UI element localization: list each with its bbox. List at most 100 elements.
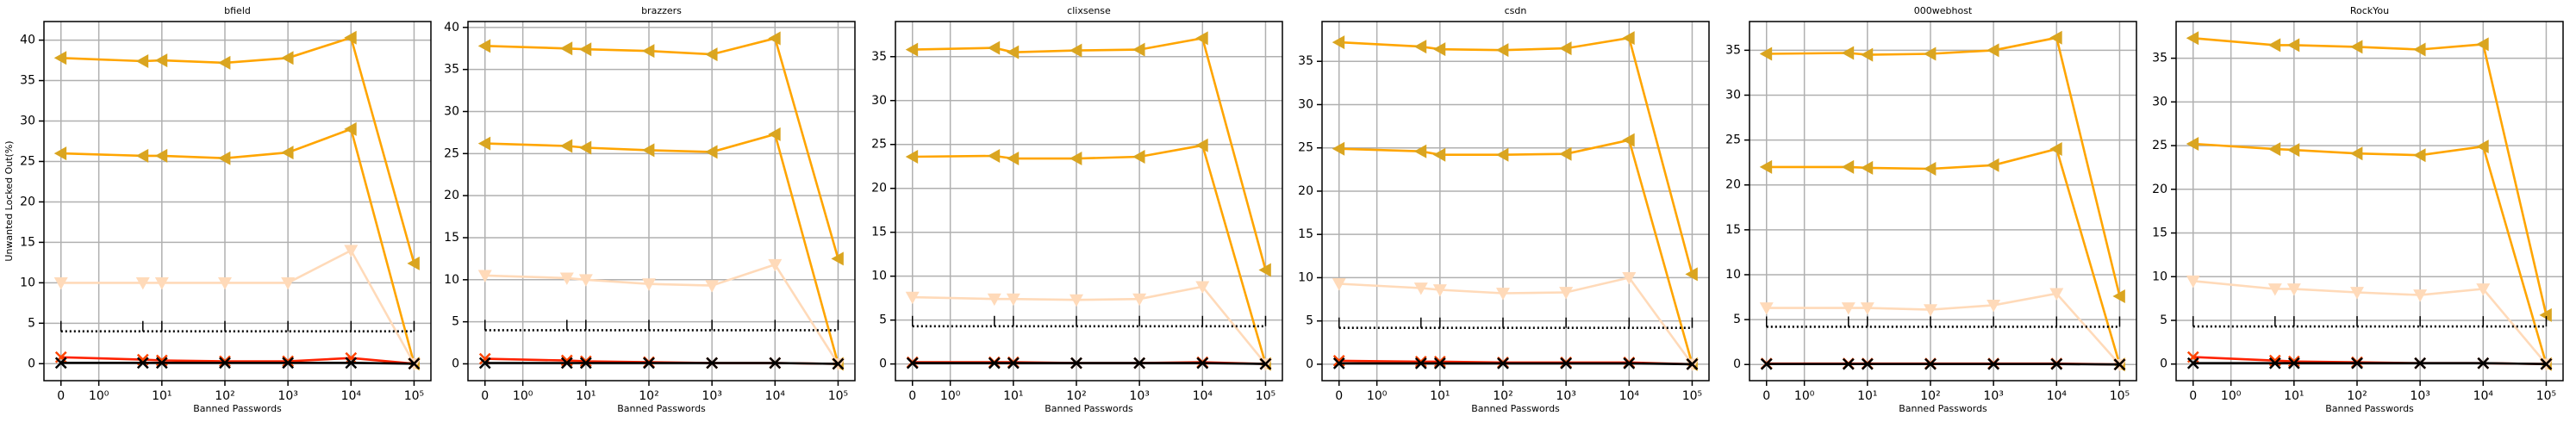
marker <box>1495 147 1509 162</box>
marker <box>1332 35 1345 50</box>
axes-frame <box>1321 21 1710 382</box>
marker <box>2286 143 2300 158</box>
marker <box>54 357 67 369</box>
y-tick-label: 5 <box>879 313 887 327</box>
y-tick-label: 15 <box>444 231 459 245</box>
x-tick-label: 10² <box>2347 389 2367 403</box>
marker <box>641 278 656 291</box>
marker <box>643 357 655 369</box>
y-tick-label: 35 <box>2152 52 2167 65</box>
series-line <box>1338 139 1693 365</box>
y-tick-label: 35 <box>1298 54 1313 68</box>
y-axis-label: Unwanted Locked Out(%) <box>3 140 15 261</box>
y-tick-label: 30 <box>20 115 35 128</box>
x-tick-label: 10² <box>215 389 234 403</box>
x-tick-label: 10⁴ <box>2473 389 2494 403</box>
y-tick-label: 25 <box>444 146 459 160</box>
marker <box>1432 284 1447 297</box>
marker <box>706 357 719 369</box>
marker <box>1622 133 1635 147</box>
marker <box>1842 357 1855 370</box>
marker <box>2267 142 2281 157</box>
x-axis-label: Banned Passwords <box>1045 403 1133 414</box>
series-line <box>2192 37 2548 316</box>
marker <box>1195 31 1208 46</box>
x-tick-label: 10⁰ <box>89 389 109 403</box>
marker <box>477 39 491 53</box>
marker <box>1132 293 1147 307</box>
marker <box>705 145 718 159</box>
y-tick-label: 0 <box>28 357 35 370</box>
y-tick-label: 0 <box>1733 357 1741 371</box>
x-tick-label: 0 <box>57 389 65 403</box>
marker <box>2049 288 2064 301</box>
marker <box>1559 287 1574 300</box>
x-tick-label: 10⁵ <box>404 389 424 403</box>
x-tick-label: 10² <box>1493 389 1513 403</box>
y-tick-label: 30 <box>2152 95 2167 109</box>
y-tick-label: 15 <box>2152 227 2167 240</box>
marker <box>477 270 492 282</box>
marker <box>1006 152 1020 166</box>
subplot-title: clixsense <box>1067 5 1111 16</box>
subplot-title: brazzers <box>641 5 682 16</box>
marker <box>217 276 232 290</box>
marker <box>1133 357 1146 369</box>
marker <box>641 143 655 158</box>
marker <box>559 139 573 153</box>
y-tick-label: 40 <box>20 34 35 47</box>
y-tick-label: 35 <box>1725 43 1741 57</box>
marker <box>705 280 720 293</box>
marker <box>905 150 919 164</box>
x-tick-label: 0 <box>481 389 489 403</box>
y-tick-label: 30 <box>1725 88 1741 102</box>
marker <box>1860 160 1874 175</box>
marker <box>2476 140 2489 154</box>
marker <box>1195 281 1210 294</box>
x-tick-label: 10³ <box>1129 389 1149 403</box>
marker <box>768 127 781 141</box>
marker <box>988 357 1001 369</box>
marker <box>1841 159 1855 174</box>
marker <box>2050 357 2063 370</box>
x-tick-label: 10⁵ <box>2536 389 2556 403</box>
y-tick-label: 30 <box>1298 97 1313 111</box>
marker <box>832 357 845 370</box>
x-tick-label: 10⁴ <box>1193 389 1213 403</box>
y-tick-label: 15 <box>871 226 887 239</box>
marker <box>1861 357 1874 370</box>
marker <box>2186 275 2200 289</box>
series-line <box>2192 142 2548 365</box>
marker <box>2113 358 2126 371</box>
marker <box>987 40 1001 55</box>
marker <box>281 51 294 65</box>
y-tick-label: 20 <box>871 182 887 195</box>
marker <box>408 357 421 370</box>
x-tick-label: 0 <box>1335 389 1343 403</box>
y-tick-label: 10 <box>20 276 35 289</box>
series-line <box>60 36 415 264</box>
marker <box>1685 267 1698 282</box>
x-axis-label: Banned Passwords <box>1471 403 1560 414</box>
marker <box>1332 141 1345 156</box>
x-tick-label: 10³ <box>1556 389 1575 403</box>
marker <box>1622 272 1637 285</box>
marker <box>1413 144 1427 158</box>
x-axis-label: Banned Passwords <box>193 403 282 414</box>
marker <box>135 148 149 163</box>
marker <box>219 355 231 368</box>
marker <box>2049 30 2062 45</box>
marker <box>2351 357 2363 369</box>
y-tick-label: 35 <box>871 50 887 64</box>
marker <box>1924 357 1937 370</box>
marker <box>1132 150 1145 164</box>
marker <box>579 355 592 368</box>
marker <box>1759 47 1773 61</box>
y-tick-label: 5 <box>1306 314 1313 328</box>
y-tick-label: 25 <box>1298 141 1313 155</box>
y-tick-label: 20 <box>1725 178 1741 192</box>
marker <box>1432 147 1446 162</box>
marker <box>906 357 919 369</box>
axes-frame <box>1749 21 2137 382</box>
marker <box>135 276 150 290</box>
